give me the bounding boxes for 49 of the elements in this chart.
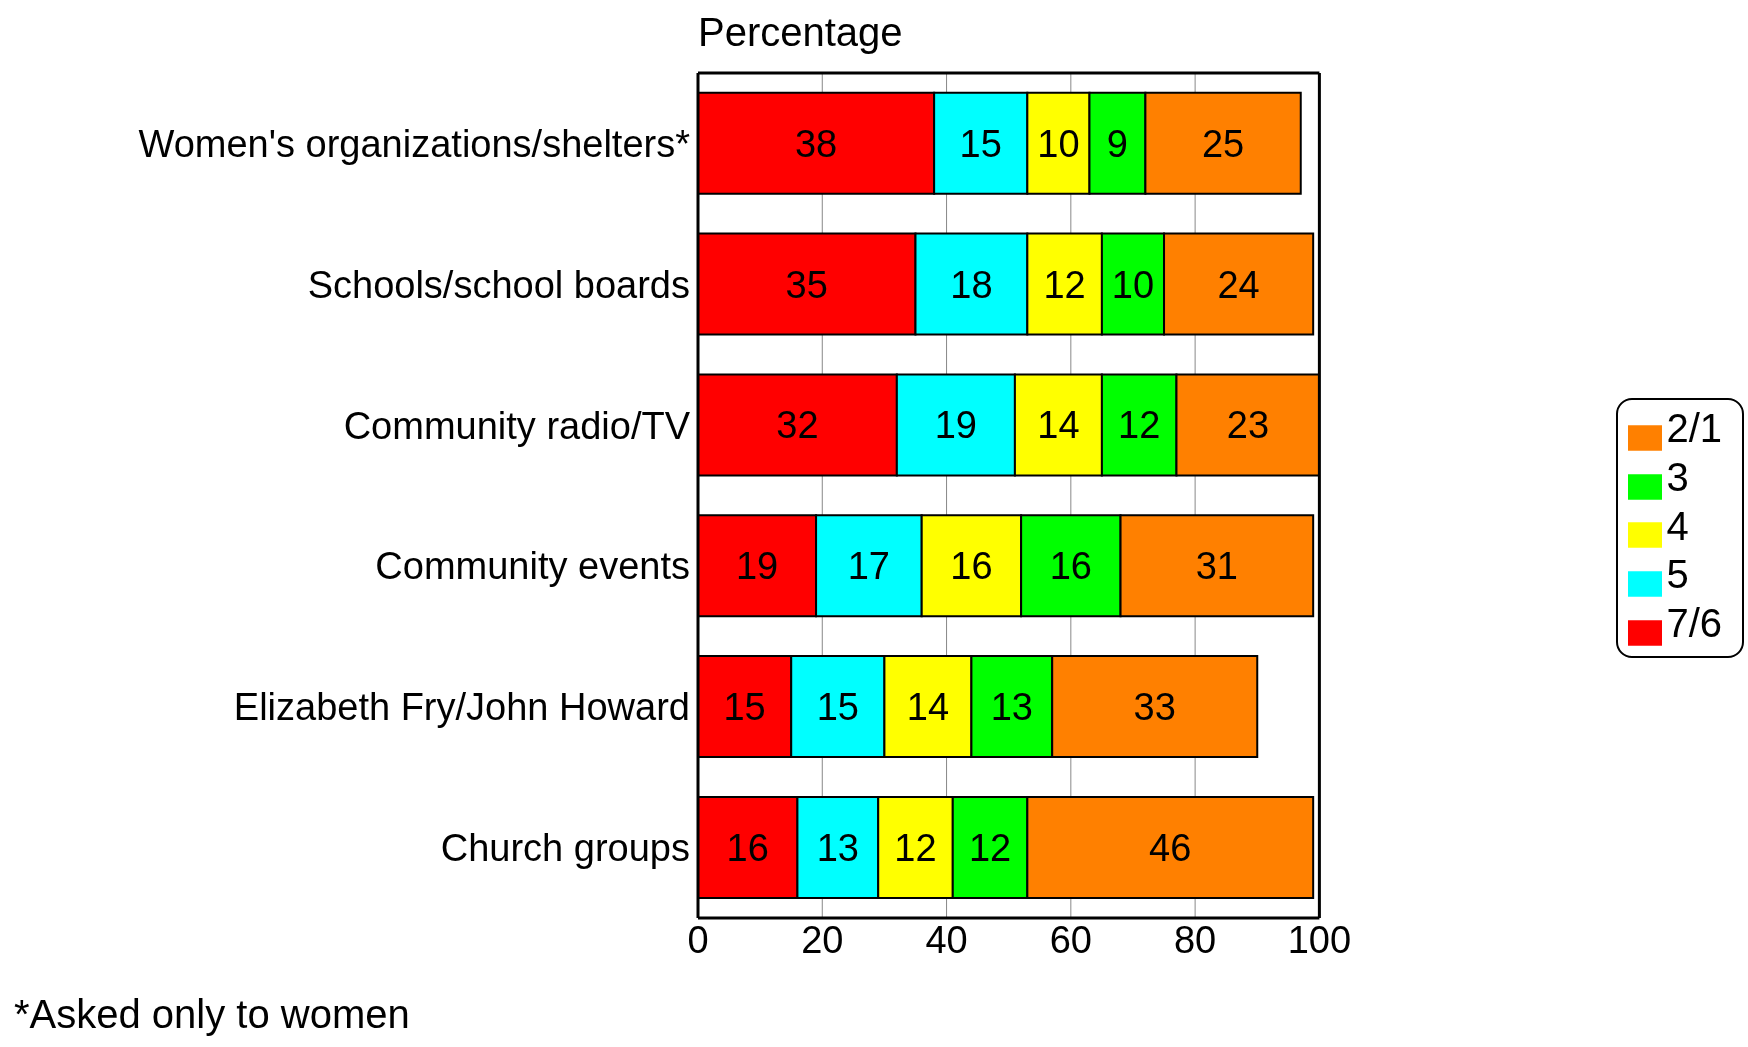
data-label: 15 xyxy=(959,122,1002,165)
data-label: 10 xyxy=(1037,122,1080,165)
data-label: 12 xyxy=(894,826,937,869)
data-label: 24 xyxy=(1217,263,1260,306)
x-tick-label: 80 xyxy=(1173,918,1217,961)
data-label: 13 xyxy=(816,826,859,869)
legend-label: 4 xyxy=(1666,503,1689,548)
data-label: 33 xyxy=(1133,686,1176,729)
y-tick-label: Schools/school boards xyxy=(307,263,690,306)
y-tick-label: Community radio/TV xyxy=(343,404,691,447)
y-tick-label: Elizabeth Fry/John Howard xyxy=(233,686,690,729)
data-label: 13 xyxy=(990,686,1033,729)
data-label: 31 xyxy=(1195,545,1238,588)
data-label: 32 xyxy=(776,404,819,447)
data-label: 15 xyxy=(723,686,766,729)
data-label: 19 xyxy=(735,545,779,588)
x-tick-label: 0 xyxy=(687,918,709,961)
data-label: 35 xyxy=(785,263,828,306)
data-label: 12 xyxy=(1118,404,1161,447)
data-label: 9 xyxy=(1106,122,1129,165)
text: *Asked only to women xyxy=(14,992,410,1037)
data-label: 25 xyxy=(1201,122,1245,165)
data-label: 10 xyxy=(1111,263,1155,306)
x-tick-label: 100 xyxy=(1287,918,1352,961)
legend-label: 7/6 xyxy=(1666,601,1722,646)
data-label: 19 xyxy=(934,404,978,447)
data-label: 12 xyxy=(1043,263,1086,306)
data-label: 16 xyxy=(950,545,993,588)
legend-label: 2/1 xyxy=(1666,406,1722,451)
data-label: 15 xyxy=(816,686,859,729)
y-tick-label: Women's organizations/shelters* xyxy=(138,122,691,165)
x-tick-label: 20 xyxy=(801,918,844,961)
data-label: 38 xyxy=(794,122,838,165)
legend-label: 5 xyxy=(1666,552,1689,597)
data-label: 12 xyxy=(968,826,1012,869)
data-label: 16 xyxy=(1049,545,1092,588)
chart-title: Percentage xyxy=(698,10,903,55)
data-label: 17 xyxy=(847,545,891,588)
data-label: 46 xyxy=(1149,826,1192,869)
x-tick-label: 40 xyxy=(925,918,968,961)
x-tick-label: 60 xyxy=(1049,918,1092,961)
y-tick-label: Church groups xyxy=(440,827,690,870)
data-label: 14 xyxy=(906,686,950,729)
data-label: 16 xyxy=(726,826,769,869)
legend-label: 3 xyxy=(1666,454,1689,499)
data-label: 18 xyxy=(950,263,993,306)
data-label: 14 xyxy=(1037,404,1080,447)
y-tick-label: Community events xyxy=(375,545,690,588)
data-label: 23 xyxy=(1226,404,1270,447)
